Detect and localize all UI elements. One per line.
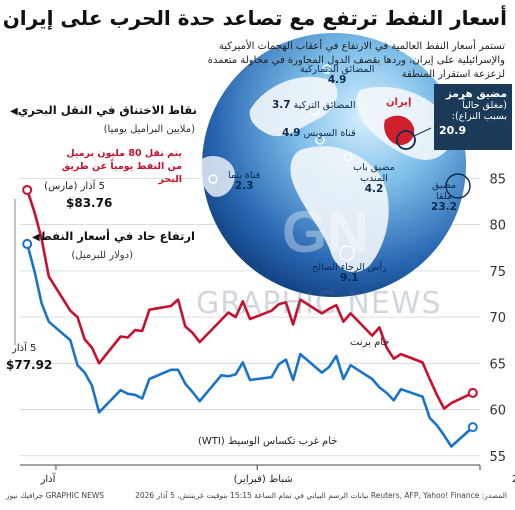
- shipping-heading: نقاط الاختناق في النقل البحري◀: [6, 103, 197, 117]
- wti-line: [25, 243, 474, 448]
- hormuz-value: 20.9: [439, 124, 467, 137]
- wti-end-point: [22, 238, 33, 249]
- chokepoint-marker-panama-icon: [208, 174, 218, 184]
- page-title: أسعار النفط ترتفع مع تصاعد حدة الحرب على…: [2, 6, 507, 30]
- chokepoint-danish-value: 4.9: [327, 74, 347, 86]
- brent-line: [25, 189, 474, 410]
- europe-landmass-icon: [249, 76, 338, 137]
- y-tick-label: 75: [489, 265, 506, 280]
- chokepoint-turkish-value: 3.7: [272, 99, 291, 111]
- x-tick-label: آذار: [40, 472, 57, 485]
- hormuz-name: مضيق هرمز: [445, 88, 507, 100]
- price-heading: ارتفاع حاد في أسعار النفط◀: [28, 229, 195, 243]
- footer-source: المصدر: Reuters, AFP, Yahoo! Finance بيا…: [135, 491, 507, 500]
- chokepoint-bab-name: مضيق باب المندب: [353, 162, 395, 184]
- chokepoint-suez: قناة السويس 4.9: [282, 127, 356, 140]
- wti-start-point: [467, 422, 478, 433]
- chokepoint-bab: مضيق باب المندب 4.2: [346, 162, 402, 195]
- chokepoint-danish-name: المضائق الدنماركية: [300, 64, 375, 75]
- brent-end-point: [22, 184, 33, 195]
- y-axis: 55 60 65 70 75 80 85: [489, 172, 506, 464]
- hormuz-status: (مغلق حالياً بسبب النزاع):: [451, 100, 507, 122]
- iran-label: إيران: [386, 97, 412, 108]
- shipping-note: يتم نقل 80 مليون برميل من النفط يومياً ع…: [61, 148, 182, 185]
- chokepoint-malacca-value: 23.2: [431, 201, 457, 213]
- x-axis: كانون الثاني (يناير) 2026 شباط (فبراير) آذ…: [20, 464, 515, 485]
- brent-start-point: [467, 387, 478, 398]
- chokepoint-marker-hormuz-icon: [396, 130, 416, 150]
- wti-end-date: 5 آذار: [12, 343, 37, 354]
- y-tick-label: 55: [489, 450, 506, 465]
- y-tick-label: 80: [489, 219, 506, 234]
- footer-credit: جرافيك نيوز GRAPHIC NEWS: [6, 491, 105, 500]
- shipping-heading-text: نقاط الاختناق في النقل البحري: [17, 103, 197, 117]
- hormuz-pointer: [413, 127, 432, 137]
- shipping-unit: (ملايين البراميل يوميا): [103, 124, 195, 135]
- chokepoint-suez-name: قناة السويس: [303, 128, 356, 139]
- chokepoint-panama-name: قناة بنما: [228, 170, 261, 181]
- brent-end-date: 5 آذار (مارس): [44, 181, 105, 192]
- iran-highlight-icon: [384, 115, 415, 146]
- americas-landmass-icon: [199, 155, 235, 197]
- y-tick-label: 70: [489, 311, 506, 326]
- series-layer: [25, 189, 474, 448]
- chokepoint-bab-value: 4.2: [364, 183, 384, 195]
- wti-end-value: $77.92: [6, 358, 53, 372]
- africa-landmass-icon: [290, 146, 389, 273]
- watermark: GRAPHIC NEWS: [196, 286, 442, 321]
- chokepoint-panama: قناة بنما 2.3: [228, 170, 260, 192]
- chokepoint-marker-cape-icon: [339, 245, 355, 261]
- chokepoint-cape-value: 9.1: [339, 272, 359, 284]
- chokepoint-malacca-name: مضيق ملقا: [431, 180, 457, 202]
- hormuz-box: مضيق هرمز (مغلق حالياً بسبب النزاع): 20.…: [434, 84, 512, 150]
- triangle-right-icon: ◀: [10, 106, 18, 117]
- chokepoint-danish: المضائق الدنماركية 4.9: [300, 64, 374, 86]
- price-heading-text: ارتفاع حاد في أسعار النفط: [39, 229, 195, 243]
- wti-series-label: خام غرب تكساس الوسيط (WTI): [198, 436, 338, 447]
- chokepoint-marker-turkish-icon: [310, 106, 320, 116]
- page-subtitle: تستمر أسعار النفط العالمية في الارتفاع ف…: [207, 41, 505, 80]
- chokepoint-panama-value: 2.3: [234, 180, 254, 192]
- x-tick-label: شباط (فبراير): [234, 474, 293, 485]
- globe-map: GN: [199, 33, 471, 297]
- triangle-right-icon: ◀: [32, 232, 40, 243]
- chokepoint-marker-danish-icon: [322, 64, 332, 74]
- chokepoint-marker-bab-icon: [343, 152, 353, 162]
- chokepoint-marker-suez-icon: [315, 135, 325, 145]
- chokepoint-marker-malacca-icon: [445, 173, 471, 199]
- y-tick-label: 85: [489, 172, 506, 187]
- y-tick-label: 65: [489, 357, 506, 372]
- x-tick-label: كانون الثاني (يناير) 2026: [512, 474, 515, 485]
- y-tick-label: 60: [489, 404, 506, 419]
- brent-end-value: $83.76: [66, 196, 113, 210]
- chokepoint-malacca: مضيق ملقا 23.2: [424, 180, 464, 213]
- chokepoint-turkish-name: المضائق التركية: [293, 100, 356, 111]
- chokepoint-cape-name: رأس الرجاء الصالح: [312, 262, 387, 273]
- chokepoint-turkish: المضائق التركية 3.7: [272, 99, 356, 112]
- chokepoint-suez-value: 4.9: [282, 127, 301, 139]
- end-markers: [22, 184, 478, 433]
- brent-series-label: خام برنت: [350, 337, 390, 348]
- chokepoint-cape: رأس الرجاء الصالح 9.1: [312, 262, 387, 284]
- price-unit: (دولار للبرميل): [71, 250, 133, 261]
- gn-logo-icon: GN: [282, 200, 369, 265]
